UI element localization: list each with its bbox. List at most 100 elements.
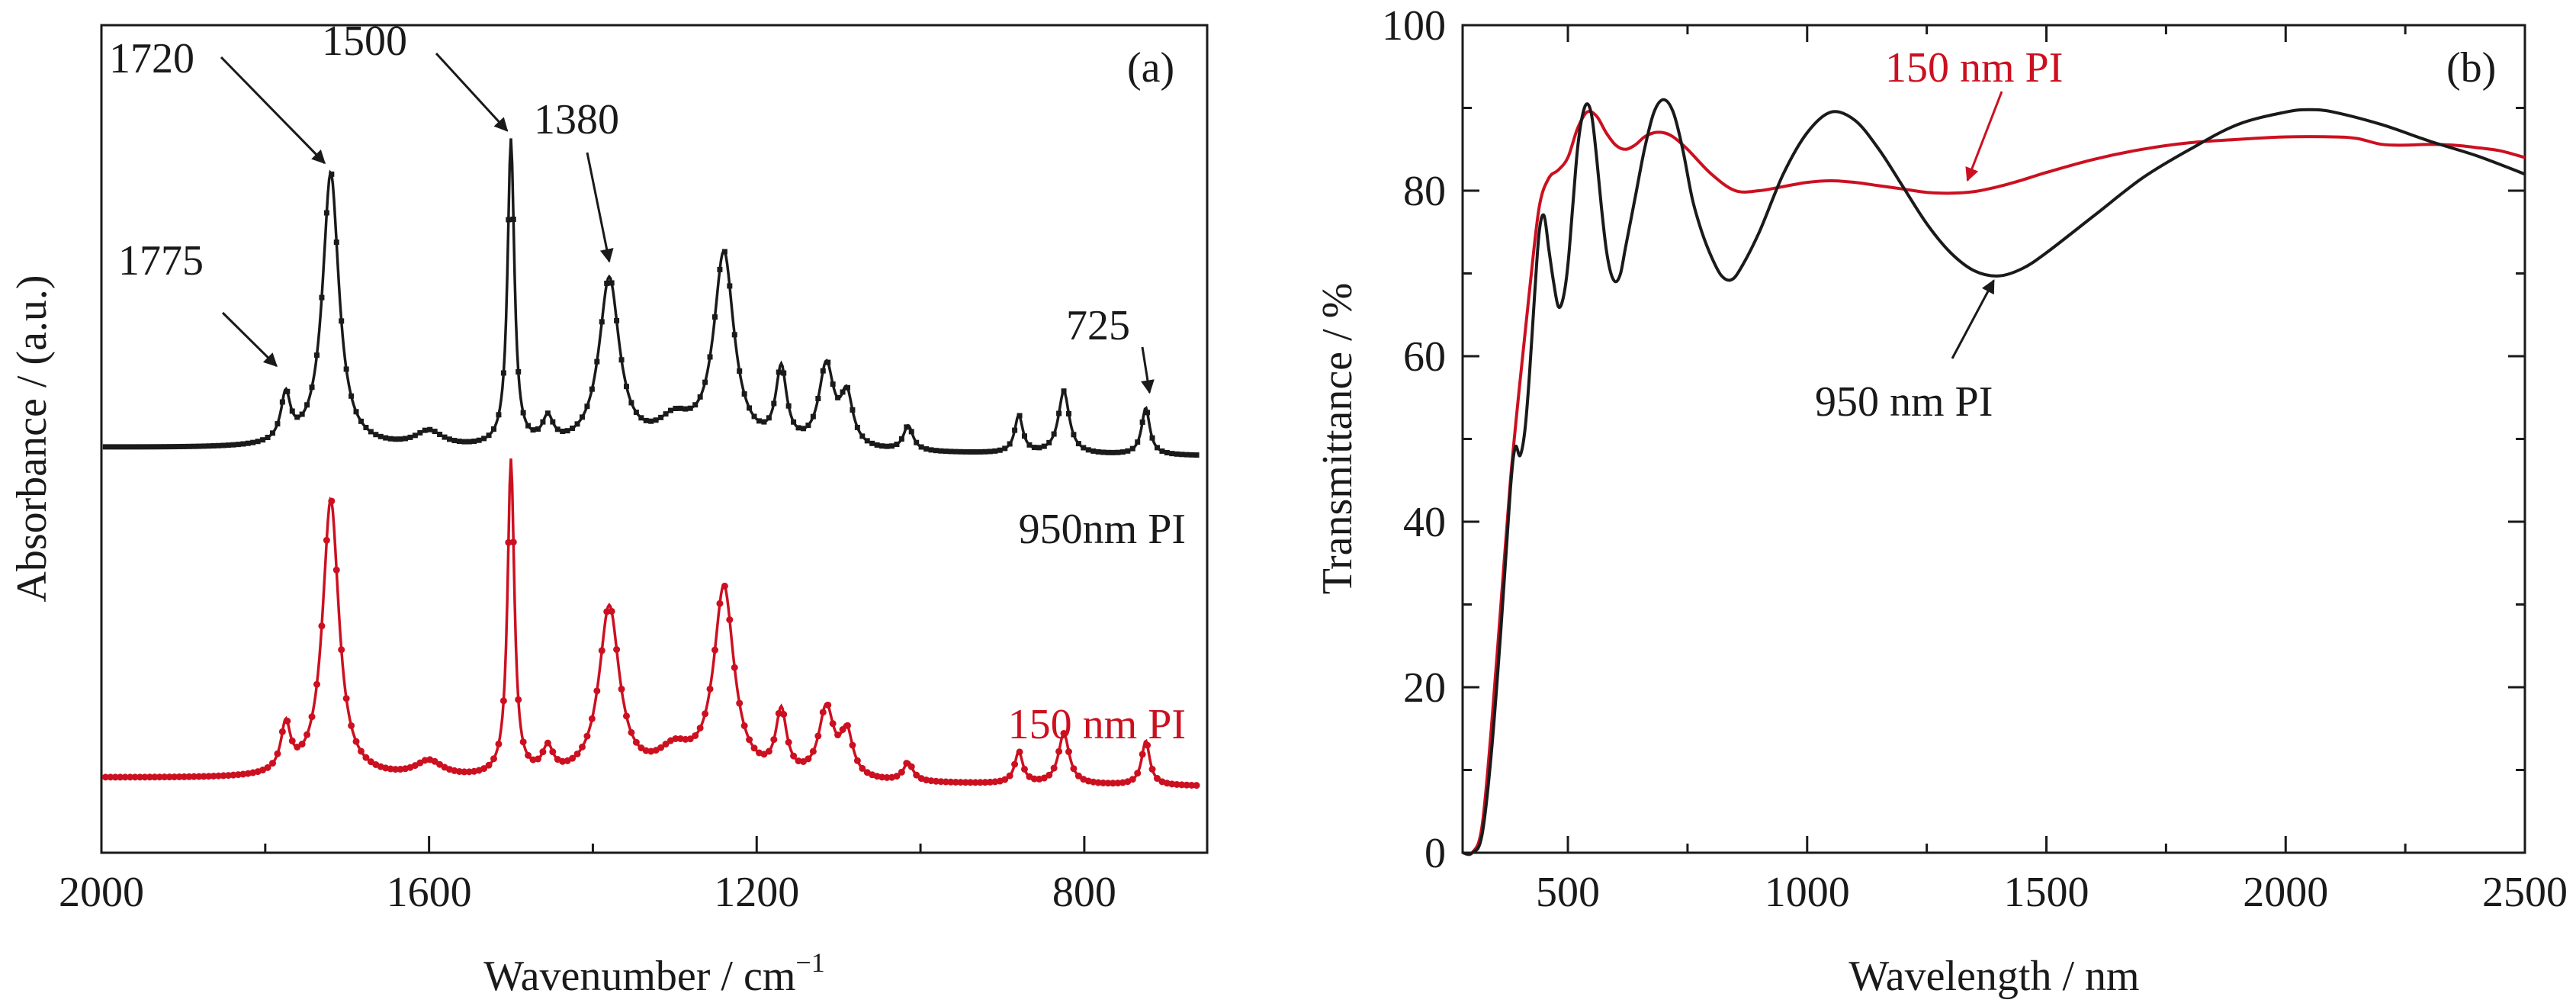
data-point xyxy=(539,748,547,756)
data-point xyxy=(908,429,914,435)
data-point xyxy=(485,761,493,769)
data-point xyxy=(343,366,349,372)
data-point xyxy=(913,771,920,779)
data-point xyxy=(894,442,900,448)
data-point xyxy=(1174,451,1180,457)
data-point xyxy=(751,413,757,420)
data-point xyxy=(937,778,945,786)
x-tick-label: 500 xyxy=(1536,869,1600,916)
data-point xyxy=(1183,781,1190,789)
data-point xyxy=(716,600,724,607)
data-point xyxy=(952,448,959,455)
peak-annotation-arrow xyxy=(221,311,278,368)
data-point xyxy=(628,728,635,736)
data-point xyxy=(614,317,620,323)
data-point xyxy=(274,750,281,757)
data-point xyxy=(726,616,734,624)
data-point xyxy=(121,773,129,781)
data-point xyxy=(638,415,644,421)
data-point xyxy=(747,405,753,411)
data-point xyxy=(692,731,699,739)
x-tick-label: 2000 xyxy=(2243,869,2328,916)
data-point xyxy=(461,439,467,445)
data-point xyxy=(893,773,901,780)
panel-a-y-axis-label: Absorbance / (a.u.) xyxy=(8,275,56,602)
data-point xyxy=(878,773,886,781)
data-point xyxy=(584,403,590,410)
data-point xyxy=(1056,410,1062,416)
data-point xyxy=(550,419,556,425)
data-point xyxy=(111,773,119,781)
data-point xyxy=(740,722,748,730)
data-point xyxy=(186,443,192,449)
data-point xyxy=(368,429,374,435)
data-point xyxy=(781,370,787,376)
data-point xyxy=(981,779,989,786)
data-point xyxy=(339,318,345,324)
data-point xyxy=(593,687,601,695)
data-point xyxy=(180,773,188,780)
series-line-red xyxy=(1462,109,2526,857)
data-point xyxy=(727,283,733,289)
data-point xyxy=(1085,447,1091,453)
data-point xyxy=(210,443,217,449)
peak-annotation-label: 1720 xyxy=(109,35,194,82)
data-point xyxy=(549,748,557,756)
data-point xyxy=(490,755,497,763)
data-point xyxy=(318,622,326,630)
data-point xyxy=(323,210,329,216)
data-point xyxy=(741,391,747,397)
data-point xyxy=(117,444,124,450)
data-point xyxy=(1110,449,1116,455)
series-annotation-arrow-black xyxy=(1951,279,1995,359)
series-annotation-red: 150 nm PI xyxy=(1885,44,2063,92)
data-point xyxy=(309,384,315,391)
data-point xyxy=(574,421,580,427)
data-point xyxy=(1184,452,1190,458)
data-point xyxy=(968,448,974,455)
data-point xyxy=(530,427,536,433)
x-tick-label: 2500 xyxy=(2482,869,2568,916)
data-point xyxy=(544,739,551,747)
data-point xyxy=(1051,431,1057,437)
data-point xyxy=(667,407,673,413)
data-point xyxy=(515,696,522,703)
data-point xyxy=(805,423,811,429)
data-point xyxy=(594,358,600,365)
data-point xyxy=(525,751,532,759)
data-point xyxy=(791,419,797,425)
data-point xyxy=(225,442,231,448)
data-point xyxy=(756,418,762,424)
data-point xyxy=(1159,448,1165,454)
data-point xyxy=(864,438,870,444)
data-point xyxy=(1115,449,1121,455)
data-point xyxy=(907,763,915,770)
data-point xyxy=(721,249,728,255)
data-point xyxy=(623,384,629,390)
panel-a-series-label-black: 950nm PI xyxy=(1019,506,1186,553)
data-point xyxy=(313,680,320,688)
data-point xyxy=(1002,445,1008,452)
data-point xyxy=(432,429,438,435)
data-point xyxy=(510,217,516,223)
data-point xyxy=(348,722,355,729)
data-point xyxy=(648,418,654,424)
data-point xyxy=(348,393,355,399)
data-point xyxy=(780,711,788,718)
data-point xyxy=(481,436,487,442)
data-point xyxy=(220,772,227,780)
data-point xyxy=(255,439,261,445)
data-point xyxy=(1090,448,1097,454)
data-point xyxy=(683,406,689,412)
data-point xyxy=(397,436,403,442)
panel-b-ticks: 500 1000 1500 2000 2500 0 20 40 60 80 100 xyxy=(1382,2,2568,916)
data-point xyxy=(1075,441,1081,447)
data-point xyxy=(486,432,492,439)
data-point xyxy=(869,440,875,446)
data-point xyxy=(1011,760,1019,768)
data-point xyxy=(319,294,325,301)
data-point xyxy=(663,411,669,417)
data-point xyxy=(609,280,615,286)
data-point xyxy=(608,607,615,615)
data-point xyxy=(224,772,232,780)
